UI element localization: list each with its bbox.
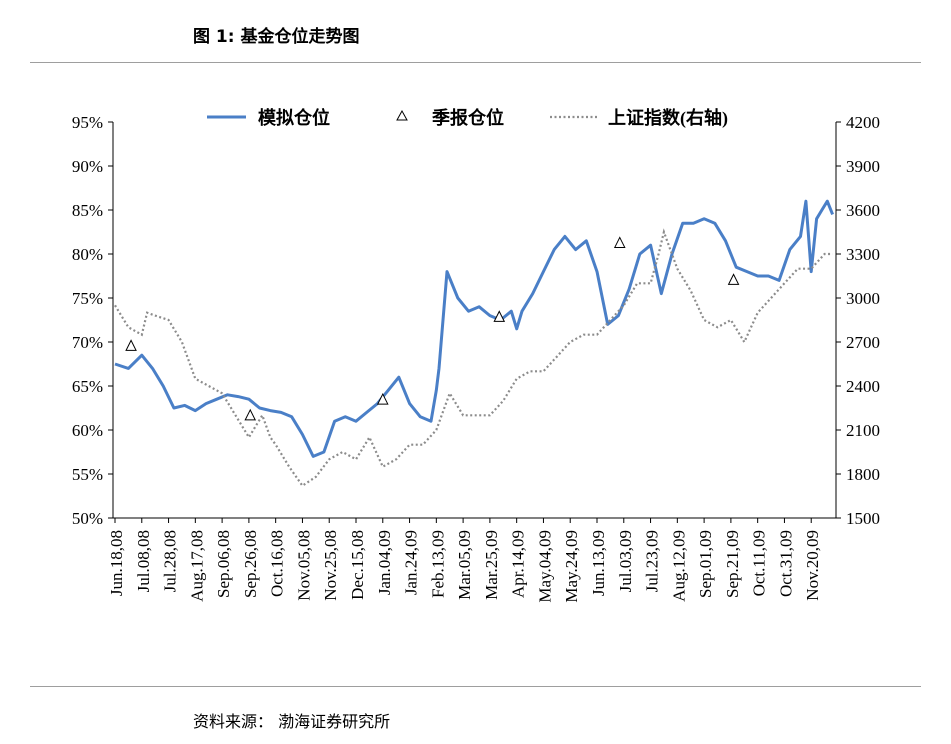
x-tick-label: Jun.13,09 <box>589 530 608 596</box>
right-tick-label: 3900 <box>846 157 880 176</box>
legend-label-model: 模拟仓位 <box>258 107 330 128</box>
series-layer <box>114 199 834 488</box>
left-tick-label: 85% <box>72 201 103 220</box>
legend-label-quarterly: 季报仓位 <box>432 107 504 128</box>
right-tick-label: 2100 <box>846 421 880 440</box>
index-line <box>114 228 833 488</box>
x-tick-label: Jul.23,09 <box>643 530 662 592</box>
x-tick-label: Jan.04,09 <box>375 530 394 595</box>
legend-label-index: 上证指数(右轴) <box>608 107 728 129</box>
x-tick-label: May.24,09 <box>562 530 581 603</box>
quarterly-position-marker <box>613 236 626 248</box>
left-tick-label: 70% <box>72 333 103 352</box>
x-tick-label: Sep.21,09 <box>723 530 742 598</box>
x-tick-label: Nov.05,08 <box>294 530 313 601</box>
legend-swatch-quarterly <box>396 109 408 121</box>
right-tick-label: 3300 <box>846 245 880 264</box>
x-tick-label: Mar.05,09 <box>455 530 474 600</box>
x-tick-label: Mar.25,09 <box>482 530 501 600</box>
quarterly-position-marker <box>376 392 389 405</box>
right-tick-label: 3000 <box>846 289 880 308</box>
x-tick-label: Jun.18,08 <box>107 530 126 596</box>
x-tick-label: Jul.28,08 <box>161 530 180 592</box>
right-tick-label: 2400 <box>846 377 880 396</box>
left-tick-label: 60% <box>72 421 103 440</box>
right-tick-label: 4200 <box>846 113 880 132</box>
x-tick-label: Nov.20,09 <box>803 530 822 601</box>
left-tick-label: 80% <box>72 245 103 264</box>
x-tick-label: Oct.11,09 <box>750 530 769 596</box>
x-tick-label: May.04,09 <box>535 530 554 603</box>
x-tick-label: Feb.13,09 <box>428 530 447 598</box>
x-tick-label: Sep.26,08 <box>241 530 260 598</box>
left-tick-label: 75% <box>72 289 103 308</box>
figure-title: 图 1: 基金仓位走势图 <box>193 27 360 47</box>
quarterly-position-marker <box>727 273 740 285</box>
x-tick-label: Aug.12,09 <box>669 530 688 602</box>
left-tick-label: 55% <box>72 465 103 484</box>
left-tick-label: 90% <box>72 157 103 176</box>
chart-legend: 模拟仓位 季报仓位 上证指数(右轴) <box>207 107 728 129</box>
right-tick-label: 3600 <box>846 201 880 220</box>
x-tick-label: Apr.14,09 <box>509 530 528 598</box>
source-note: 资料来源： 渤海证券研究所 <box>193 712 391 731</box>
left-tick-label: 50% <box>72 509 103 528</box>
x-tick-label: Oct.31,09 <box>776 530 795 597</box>
top-rule <box>30 62 921 63</box>
x-tick-label: Aug.17,08 <box>187 530 206 602</box>
x-tick-label: Jul.08,08 <box>134 530 153 592</box>
axes: 50% 55% 60% 65% 70% 75% 80% 85% 90% 95% 1500 1800 21… <box>72 113 880 603</box>
right-tick-label: 1800 <box>846 465 880 484</box>
right-tick-label: 1500 <box>846 509 880 528</box>
x-tick-label: Jul.03,09 <box>616 530 635 592</box>
x-tick-label: Jan.24,09 <box>402 530 421 595</box>
quarterly-position-marker <box>493 310 506 322</box>
x-tick-label: Dec.15,08 <box>348 530 367 600</box>
right-tick-label: 2700 <box>846 333 880 352</box>
x-tick-label: Oct.16,08 <box>268 530 287 597</box>
x-tick-label: Sep.06,08 <box>214 530 233 598</box>
x-tick-label: Nov.25,08 <box>321 530 340 601</box>
x-tick-label: Sep.01,09 <box>696 530 715 598</box>
left-tick-label: 65% <box>72 377 103 396</box>
quarterly-position-marker <box>244 408 257 421</box>
position-chart: 50% 55% 60% 65% 70% 75% 80% 85% 90% 95% 1500 1800 21… <box>72 107 880 603</box>
left-tick-label: 95% <box>72 113 103 132</box>
quarterly-position-marker <box>125 339 137 351</box>
bottom-rule <box>30 686 921 687</box>
model-position-line <box>114 199 834 458</box>
